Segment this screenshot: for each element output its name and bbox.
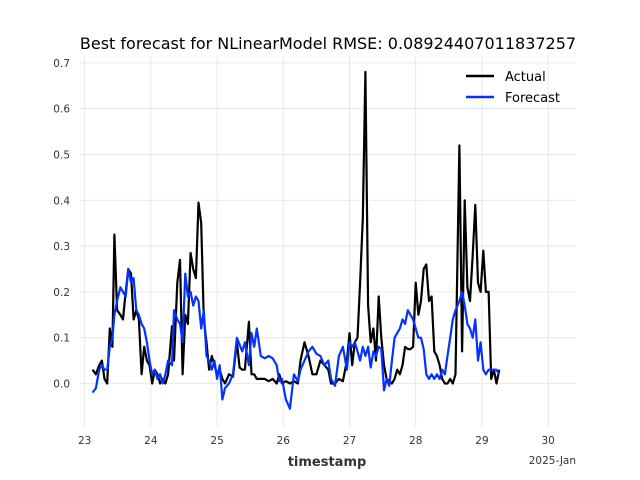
legend: Actual Forecast xyxy=(466,70,560,106)
y-tick-label: 0.3 xyxy=(53,241,70,253)
x-axis-offset-label: 2025-Jan xyxy=(529,455,576,467)
y-tick-label: 0.0 xyxy=(53,378,70,390)
x-tick-label: 26 xyxy=(277,435,291,447)
x-tick-label: 27 xyxy=(343,435,356,447)
x-tick-label: 25 xyxy=(210,435,223,447)
y-tick-label: 0.4 xyxy=(53,195,70,207)
x-tick-label: 23 xyxy=(78,435,91,447)
y-tick-label: 0.6 xyxy=(53,104,70,116)
x-tick-label: 29 xyxy=(475,435,488,447)
series-line-actual xyxy=(91,70,501,385)
series-group xyxy=(91,70,501,410)
series-line-forecast xyxy=(91,267,501,410)
legend-label-actual: Actual xyxy=(505,70,546,85)
y-tick-label: 0.5 xyxy=(53,149,70,161)
x-tick-label: 30 xyxy=(541,435,554,447)
x-tick-label: 24 xyxy=(144,435,158,447)
x-tick-label: 28 xyxy=(409,435,422,447)
y-tick-label: 0.7 xyxy=(53,58,70,70)
axis-ticks: 23 24 25 26 27 28 29 30 0.0 0.1 0.2 0.3 0.4 0.5 0.6 0.7 xyxy=(53,58,555,447)
x-axis-label: timestamp xyxy=(288,455,367,470)
grid xyxy=(80,56,576,427)
legend-label-forecast: Forecast xyxy=(505,91,560,106)
y-tick-label: 0.2 xyxy=(53,287,70,299)
y-tick-label: 0.1 xyxy=(53,333,70,345)
chart-title: Best forecast for NLinearModel RMSE: 0.0… xyxy=(80,34,576,53)
